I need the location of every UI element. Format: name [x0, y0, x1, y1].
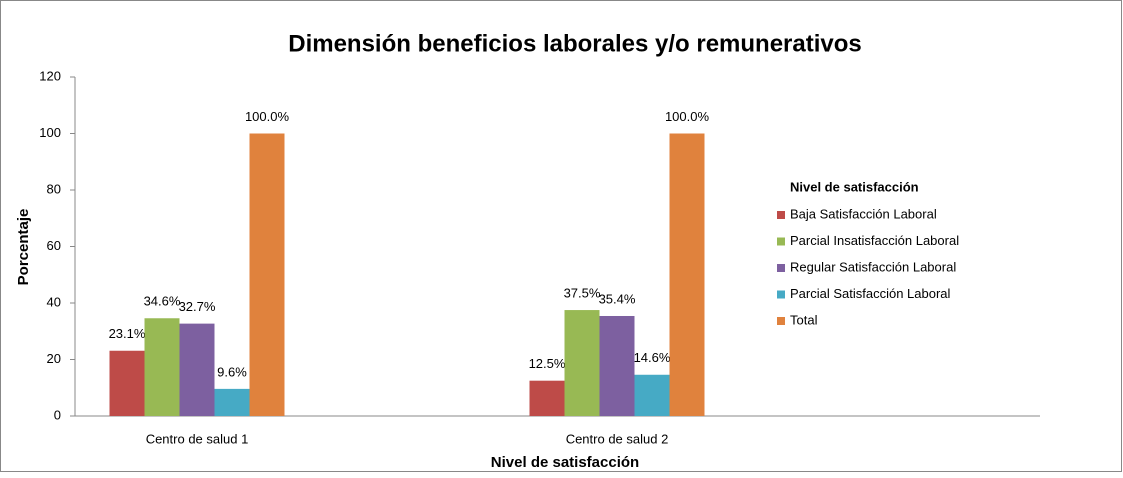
- bar: [179, 323, 215, 416]
- bar: [634, 374, 670, 416]
- value-label: 32.7%: [179, 299, 216, 314]
- y-tick-label: 40: [47, 294, 61, 309]
- x-axis-label: Nivel de satisfacción: [491, 454, 639, 471]
- value-label: 34.6%: [144, 294, 181, 309]
- legend-swatch: [777, 264, 785, 272]
- x-tick-label: Centro de salud 2: [566, 431, 669, 446]
- y-tick-label: 100: [39, 125, 61, 140]
- legend-title: Nivel de satisfacción: [790, 179, 919, 194]
- bar: [564, 310, 600, 416]
- bar: [669, 133, 705, 416]
- value-label: 14.6%: [634, 350, 671, 365]
- legend-swatch: [777, 317, 785, 325]
- legend-label: Baja Satisfacción Laboral: [790, 206, 937, 221]
- value-label: 35.4%: [599, 291, 636, 306]
- value-label: 23.1%: [109, 326, 146, 341]
- bar: [214, 388, 250, 416]
- bar: [144, 318, 180, 416]
- legend-swatch: [777, 237, 785, 246]
- x-tick-label: Centro de salud 1: [146, 431, 249, 446]
- bar: [109, 350, 145, 416]
- value-label: 9.6%: [217, 364, 247, 379]
- y-tick-label: 20: [47, 351, 61, 366]
- bar: [599, 315, 635, 416]
- y-tick-label: 80: [47, 181, 61, 196]
- y-tick-label: 120: [39, 68, 61, 83]
- bar: [249, 133, 285, 416]
- chart-title: Dimensión beneficios laborales y/o remun…: [288, 30, 862, 57]
- value-label: 37.5%: [564, 286, 601, 301]
- y-axis-label: Porcentaje: [15, 209, 32, 286]
- bar: [529, 380, 565, 416]
- y-tick-label: 0: [54, 407, 61, 422]
- value-label: 100.0%: [665, 109, 710, 124]
- legend-label: Regular Satisfacción Laboral: [790, 259, 956, 274]
- legend-swatch: [777, 211, 785, 219]
- value-label: 12.5%: [529, 356, 566, 371]
- value-label: 100.0%: [245, 109, 290, 124]
- legend-label: Parcial Insatisfacción Laboral: [790, 233, 959, 248]
- legend-label: Parcial Satisfacción Laboral: [790, 286, 951, 301]
- legend-swatch: [777, 290, 785, 299]
- y-tick-label: 60: [47, 238, 61, 253]
- legend-label: Total: [790, 312, 818, 327]
